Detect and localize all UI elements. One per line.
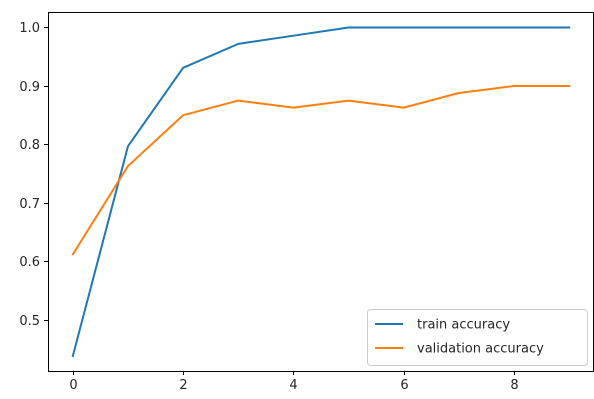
y-tick-label-2: 0.7 [19,197,40,212]
legend-items: train accuracy validation accuracy [375,318,544,357]
x-tick-label-8: 8 [510,378,518,393]
y-tick-label-5: 1.0 [19,21,40,36]
axis-layer: 0 2 4 6 8 0.5 0.6 0.7 0.8 0.9 1.0 [19,21,518,393]
series-line-1 [71,84,571,256]
legend-label-0: train accuracy [417,318,510,333]
y-tick-label-0: 0.5 [19,314,40,329]
y-tick-label-3: 0.8 [19,138,40,153]
x-tick-label-0: 0 [69,378,77,393]
y-tick-label-1: 0.6 [19,255,40,270]
legend-box [367,309,588,366]
x-tick-label-6: 6 [400,378,408,393]
legend: train accuracy validation accuracy [367,309,588,366]
legend-label-1: validation accuracy [417,342,544,357]
y-tick-label-4: 0.9 [19,80,40,95]
series-layer [71,26,571,358]
x-tick-label-4: 4 [289,378,297,393]
series-line-0 [71,26,571,358]
x-tick-label-2: 2 [179,378,187,393]
